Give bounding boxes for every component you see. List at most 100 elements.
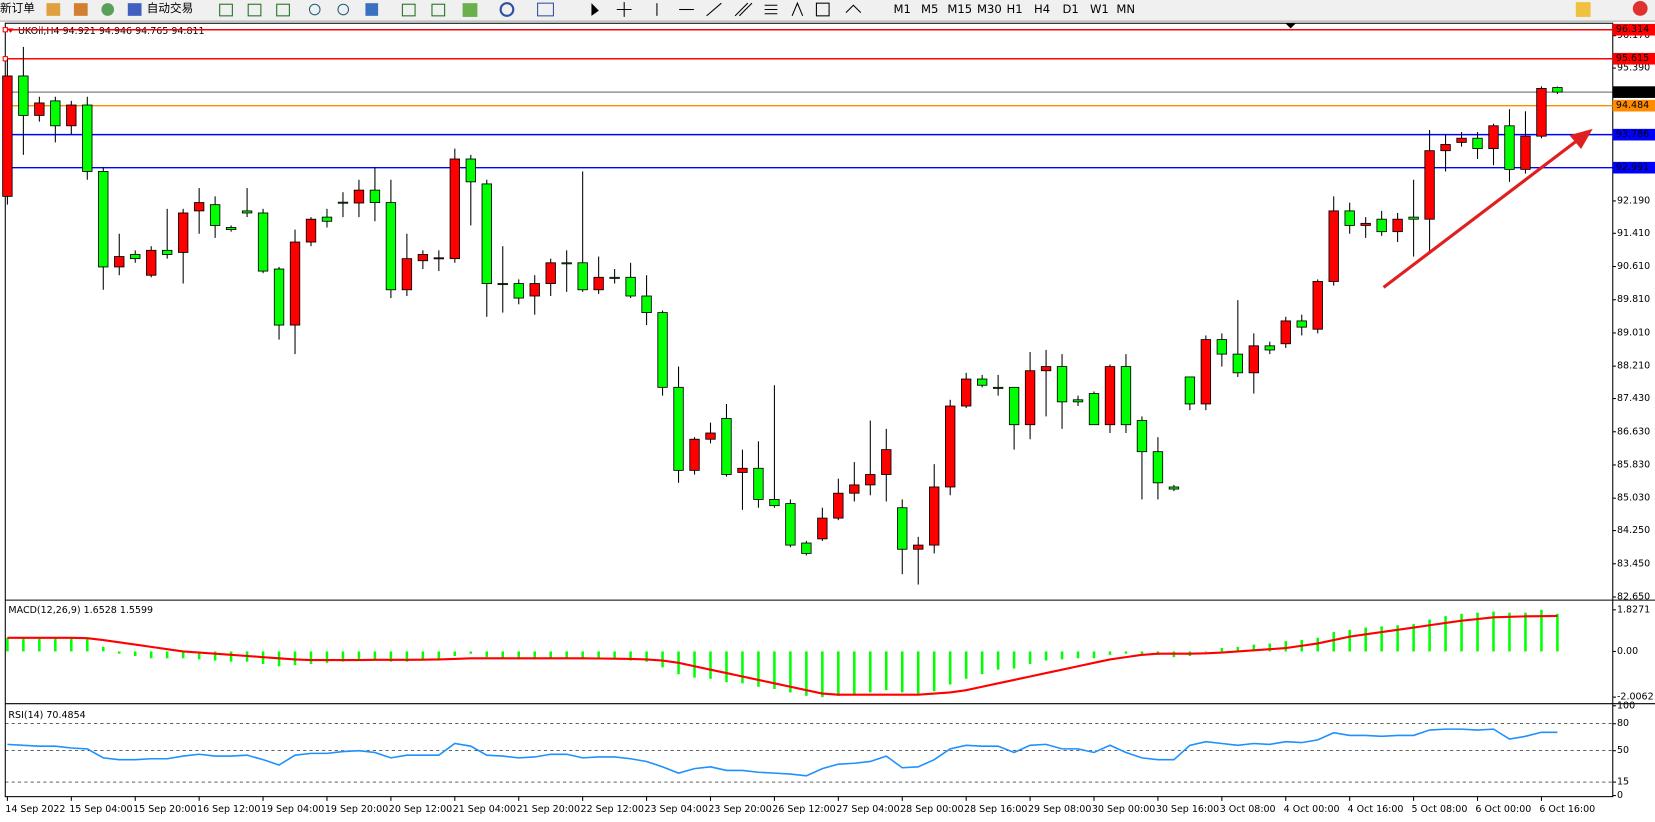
timeframe-button[interactable]: W1 — [1090, 2, 1109, 16]
y-tick-label: 80 — [1617, 718, 1629, 729]
icon[interactable] — [46, 3, 61, 16]
icon[interactable] — [499, 2, 515, 17]
macd-bar — [996, 651, 1000, 670]
macd-bar — [821, 651, 824, 698]
macd-bar — [437, 651, 441, 661]
icon[interactable] — [815, 2, 830, 17]
icon[interactable] — [591, 3, 599, 16]
macd-bar — [6, 637, 9, 652]
candle-body — [593, 276, 604, 291]
candle-body — [449, 158, 460, 260]
macd-bar — [309, 651, 313, 664]
candle-body — [18, 75, 29, 116]
icon[interactable] — [276, 3, 290, 17]
icon[interactable] — [365, 3, 379, 16]
notification-icon[interactable] — [1632, 1, 1648, 16]
candle-body — [465, 158, 476, 183]
macd-bar — [325, 651, 329, 663]
macd-bar — [805, 651, 808, 696]
candle-body — [369, 189, 381, 204]
macd-bar — [1076, 651, 1080, 659]
timeframe-button[interactable]: M5 — [921, 2, 938, 16]
icon[interactable] — [537, 2, 554, 17]
x-tick-label: 15 Sep 04:00 — [69, 804, 132, 815]
timeframe-button[interactable]: H1 — [1007, 2, 1023, 16]
candle-body — [98, 171, 109, 268]
macd-bar — [1444, 616, 1447, 652]
search-icon[interactable] — [1575, 2, 1591, 17]
rsi-line — [7, 728, 1558, 777]
candle-body — [1088, 393, 1100, 426]
icon[interactable] — [764, 4, 778, 15]
icon[interactable] — [845, 4, 862, 14]
macd-bar — [757, 651, 760, 687]
macd-bar — [1508, 612, 1511, 652]
macd-bar — [1332, 632, 1335, 652]
candle-body — [817, 517, 828, 540]
timeframe-buttons: M1 M5 M15 M30 H1 H4 D1 W1 MN — [894, 2, 1136, 16]
macd-bar — [1060, 651, 1064, 660]
candle-body — [1536, 88, 1547, 137]
candle-body — [897, 507, 908, 550]
x-tick-label: 4 Oct 00:00 — [1284, 804, 1340, 815]
macd-bar — [581, 651, 584, 660]
icon[interactable] — [308, 3, 321, 16]
macd-bar — [1396, 625, 1399, 652]
icon[interactable] — [73, 3, 88, 16]
candle-body — [960, 378, 972, 407]
y-tick-label: 84.250 — [1617, 525, 1650, 536]
timeframe-button[interactable]: M1 — [894, 2, 911, 16]
timeframe-button[interactable]: MN — [1116, 2, 1135, 16]
candle-body — [609, 276, 620, 279]
icon[interactable] — [462, 3, 478, 17]
level-label-box — [1612, 128, 1655, 141]
macd-bar — [1220, 648, 1224, 652]
icon[interactable] — [431, 3, 446, 17]
candle-body — [1552, 87, 1563, 93]
macd-bar — [1124, 651, 1128, 654]
candle-body — [1504, 125, 1515, 170]
auto-trading-button[interactable]: 自动交易 — [147, 1, 193, 15]
candle-body — [114, 256, 125, 268]
candle-body — [1456, 137, 1467, 143]
y-tick-label: 91.410 — [1617, 228, 1650, 239]
candle-body — [1008, 386, 1020, 426]
level-label: 92.991 — [1616, 162, 1649, 173]
level-label: 96.314 — [1616, 24, 1649, 35]
icon[interactable] — [734, 2, 753, 17]
macd-bar — [1044, 651, 1048, 661]
candle-body — [130, 254, 141, 260]
macd-bar — [469, 651, 473, 654]
icon[interactable] — [219, 3, 233, 17]
icon[interactable] — [616, 2, 632, 17]
candle-body — [1328, 210, 1339, 282]
icon[interactable] — [706, 2, 722, 17]
icon[interactable] — [337, 3, 350, 16]
macd-bar — [885, 651, 888, 691]
icon[interactable] — [101, 3, 115, 16]
timeframe-button[interactable]: M30 — [977, 2, 1002, 16]
new-order-button[interactable]: 新订单 — [0, 1, 35, 15]
level-label: 95.615 — [1616, 53, 1649, 64]
y-tick-label: 85.830 — [1617, 459, 1650, 470]
candle-body — [1168, 486, 1180, 490]
candle-body — [801, 542, 812, 554]
macd-bar — [645, 651, 648, 662]
macd-bar — [405, 651, 409, 662]
icon[interactable] — [401, 3, 416, 17]
timeframe-button[interactable]: D1 — [1062, 2, 1078, 16]
candle-body — [177, 212, 189, 253]
icon[interactable] — [791, 1, 804, 17]
macd-bar — [213, 651, 217, 661]
macd-bar — [948, 651, 952, 685]
icon[interactable] — [127, 3, 142, 16]
candle-body — [673, 386, 684, 471]
y-tick-label: 50 — [1617, 745, 1629, 756]
icon[interactable] — [247, 3, 262, 17]
timeframe-button[interactable]: M15 — [947, 2, 972, 16]
macd-bar — [1236, 646, 1240, 652]
timeframe-button[interactable]: H4 — [1034, 2, 1050, 16]
macd-bar — [741, 651, 744, 684]
x-tick-label: 29 Sep 08:00 — [1028, 804, 1091, 815]
macd-bar — [1268, 643, 1272, 652]
